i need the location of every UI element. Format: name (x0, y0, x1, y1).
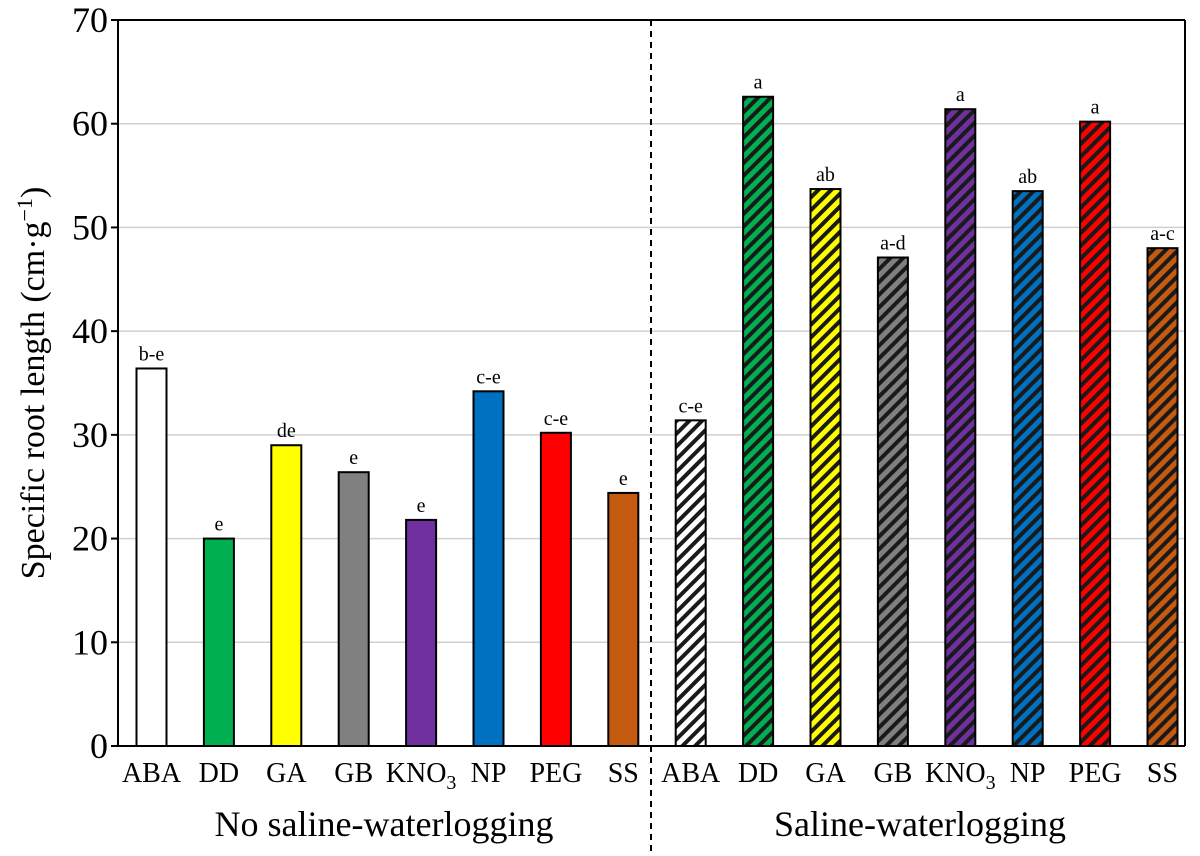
significance-label: e (619, 468, 628, 490)
y-axis-label: Specific root length (cm·g−1) (12, 187, 52, 580)
bar-solid-dd (202, 537, 235, 747)
category-label: ABA (122, 758, 182, 789)
significance-label: b-e (139, 343, 165, 365)
significance-label: e (417, 495, 426, 517)
category-label: NP (471, 758, 507, 789)
group-label: Saline-waterlogging (774, 804, 1066, 844)
significance-label: c-e (476, 366, 501, 388)
significance-label: a-d (880, 233, 906, 255)
category-label: PEG (529, 758, 582, 789)
bar-hatched-kno (944, 108, 977, 748)
significance-label: a (956, 84, 965, 106)
significance-label: e (214, 514, 223, 536)
significance-label: a (754, 72, 763, 94)
group-label: No saline-waterlogging (215, 804, 554, 844)
axes (111, 19, 1186, 856)
bar-solid-gb (337, 471, 370, 747)
bar-hatched-ga (809, 188, 842, 748)
y-tick-label: 10 (72, 622, 108, 662)
significance-label: c-e (678, 395, 703, 417)
y-tick-label: 30 (72, 415, 108, 455)
significance-label: e (349, 447, 358, 469)
category-label: DD (738, 758, 778, 789)
y-tick-label: 50 (72, 207, 108, 247)
significance-label: ab (816, 164, 835, 186)
category-label: GA (266, 758, 307, 789)
category-label: PEG (1069, 758, 1122, 789)
bar-solid-ga (270, 444, 303, 747)
significance-label: ab (1018, 166, 1037, 188)
category-label: KNO3 (925, 758, 996, 794)
bar-solid-aba (135, 367, 168, 747)
significance-label: a (1091, 97, 1100, 119)
category-label: KNO3 (386, 758, 457, 794)
bar-hatched-ss (1146, 247, 1179, 748)
bar-hatched-gb (876, 256, 909, 747)
category-label: ABA (661, 758, 721, 789)
significance-label: c-e (544, 408, 569, 430)
category-label: GB (873, 758, 912, 789)
bar-solid-peg (539, 431, 572, 747)
bar-hatched-aba (674, 419, 707, 747)
y-tick-label: 60 (72, 104, 108, 144)
bar-solid-np (472, 390, 505, 747)
bar-solid-kno (405, 518, 438, 747)
significance-label: a-c (1150, 223, 1175, 245)
category-label: NP (1010, 758, 1046, 789)
y-tick-label: 70 (72, 0, 108, 40)
category-label: GA (805, 758, 846, 789)
bar-hatched-peg (1079, 120, 1112, 747)
labels: 0 10 20 30 40 50 60 70 b-e ABA e DD de GA e GB e KNO3 c-e N… (12, 0, 1178, 844)
category-label: GB (334, 758, 373, 789)
category-label: DD (199, 758, 239, 789)
y-tick-label: 40 (72, 311, 108, 351)
category-label: SS (608, 758, 639, 789)
y-tick-label: 20 (72, 519, 108, 559)
bar-hatched-np (1011, 190, 1044, 747)
bar-solid-ss (607, 491, 640, 747)
bar-hatched-dd (742, 95, 775, 747)
bars (135, 95, 1179, 748)
significance-label: de (277, 420, 296, 442)
category-label: SS (1147, 758, 1178, 789)
y-tick-label: 0 (90, 726, 108, 766)
